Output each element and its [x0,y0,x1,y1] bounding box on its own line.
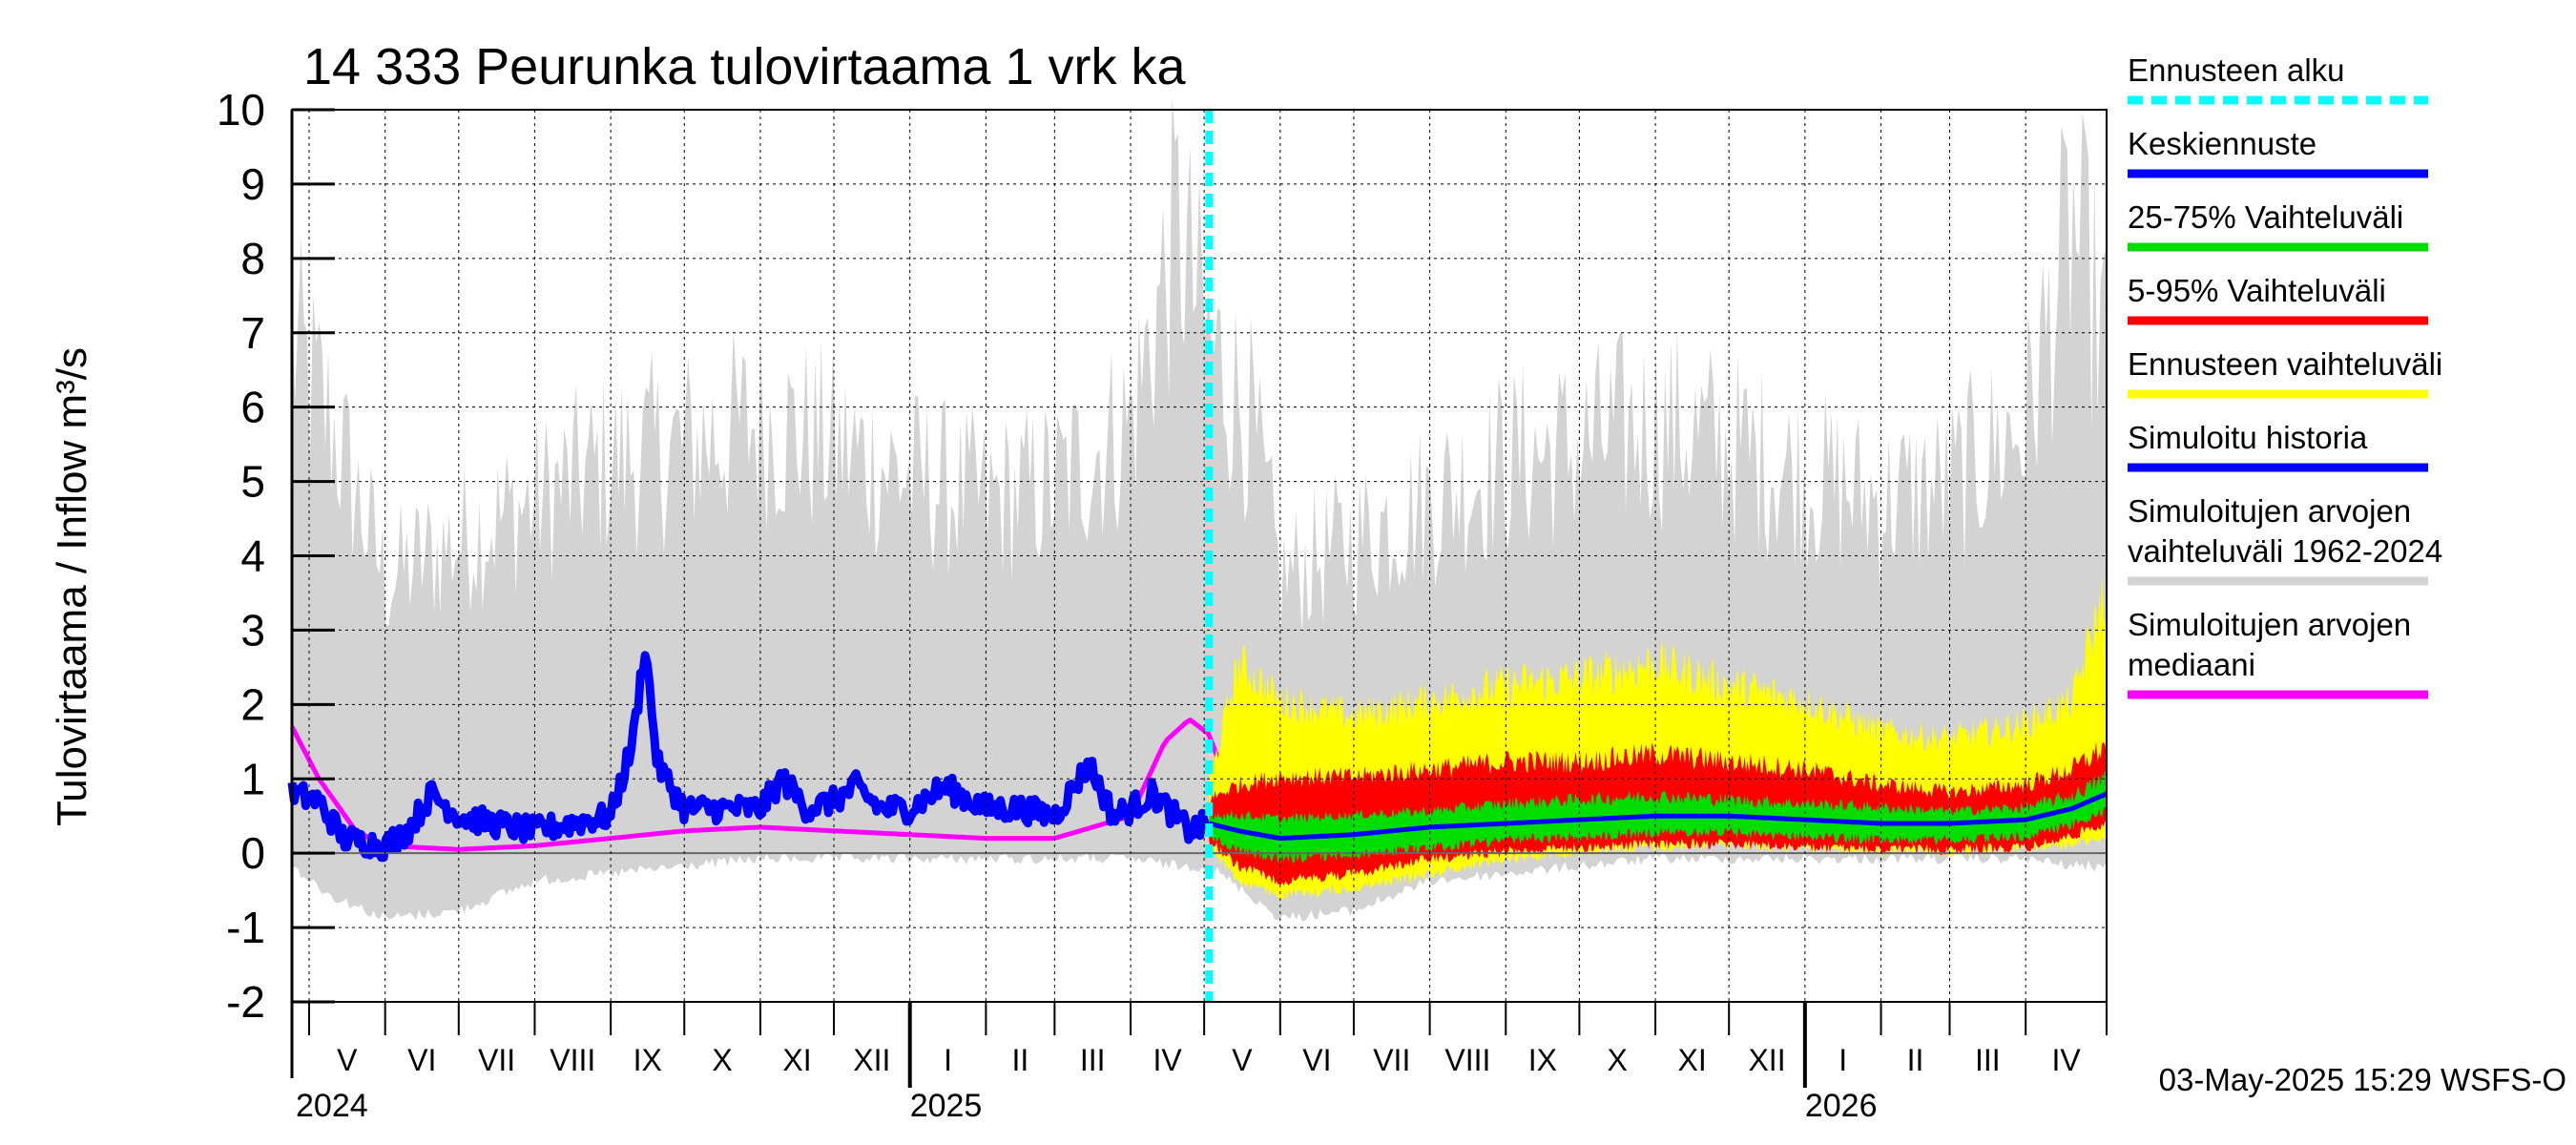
y-tick-label-4: 2 [240,679,265,729]
month-label-4: IX [634,1043,662,1077]
y-tick-label-6: 4 [240,531,265,581]
y-tick-label-7: 5 [240,457,265,507]
month-label-7: XII [853,1043,890,1077]
legend-label-6: Simuloitujen arvojen [2128,493,2411,529]
year-label-2026: 2026 [1805,1088,1878,1124]
y-tick-label-12: 10 [217,85,265,135]
legend-label-4: Ennusteen vaihteluväli [2128,346,2442,382]
y-tick-label-2: 0 [240,828,265,878]
y-tick-label-0: -2 [226,977,265,1027]
y-tick-label-10: 8 [240,234,265,283]
month-label-5: X [712,1043,732,1077]
month-label-2: VII [478,1043,515,1077]
y-tick-label-11: 9 [240,159,265,209]
month-label-16: IX [1528,1043,1557,1077]
month-label-12: V [1232,1043,1253,1077]
series-simuloitu-historia [287,651,1213,863]
month-label-13: VI [1302,1043,1331,1077]
month-label-22: III [1975,1043,2001,1077]
month-label-15: VIII [1444,1043,1490,1077]
month-label-20: I [1839,1043,1847,1077]
month-label-19: XII [1748,1043,1785,1077]
month-label-11: IV [1153,1043,1182,1077]
legend: Ennusteen alku Keskiennuste 25-75% Vaihtel… [2128,52,2442,699]
legend-label-3: 5-95% Vaihteluväli [2128,273,2386,308]
year-label-2024: 2024 [296,1088,368,1124]
y-axis-label: Tulovirtaama / Inflow m³/s [49,347,95,826]
month-label-3: VIII [550,1043,595,1077]
footer-timestamp: 03-May-2025 15:29 WSFS-O [2159,1062,2566,1097]
y-tick-label-9: 7 [240,308,265,358]
chart-title: 14 333 Peurunka tulovirtaama 1 vrk ka [303,38,1186,95]
series-layer [287,95,2109,922]
month-label-6: XI [782,1043,811,1077]
month-label-21: II [1907,1043,1924,1077]
month-label-9: II [1011,1043,1028,1077]
legend-label-6-1: vaihteluväli 1962-2024 [2128,533,2442,569]
month-label-10: III [1080,1043,1106,1077]
month-label-0: V [337,1043,358,1077]
y-tick-label-3: 1 [240,754,265,803]
y-tick-label-8: 6 [240,383,265,432]
legend-label-7: Simuloitujen arvojen [2128,607,2411,642]
month-label-1: VI [407,1043,436,1077]
legend-label-1: Keskiennuste [2128,126,2316,161]
legend-label-2: 25-75% Vaihteluväli [2128,199,2403,235]
y-tick-label-5: 3 [240,605,265,655]
legend-label-5: Simuloitu historia [2128,420,2368,455]
y-tick-label-1: -1 [226,903,265,952]
month-label-14: VII [1373,1043,1410,1077]
year-label-2025: 2025 [910,1088,983,1124]
month-label-18: XI [1678,1043,1707,1077]
month-label-17: X [1608,1043,1628,1077]
legend-label-0: Ennusteen alku [2128,52,2345,88]
legend-label-7-1: mediaani [2128,647,2255,682]
month-label-23: IV [2051,1043,2081,1077]
series-keskiennuste [1208,791,2109,841]
month-label-8: I [944,1043,952,1077]
